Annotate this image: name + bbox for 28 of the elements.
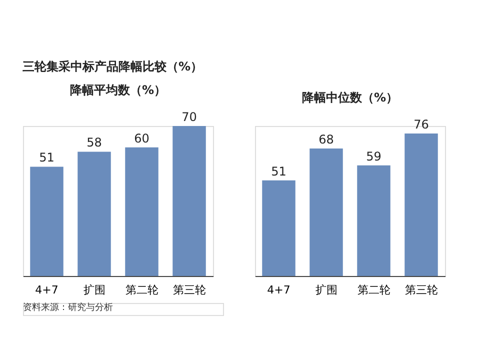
chart-title: 降幅平均数（%） (70, 83, 166, 97)
data-label: 70 (182, 110, 197, 124)
x-tick-label: 第三轮 (172, 284, 206, 296)
bar (310, 148, 343, 276)
x-tick-label: 第二轮 (357, 284, 390, 296)
data-label: 51 (271, 164, 286, 178)
data-label: 68 (318, 132, 334, 146)
x-tick-label: 第三轮 (404, 284, 438, 296)
x-tick-label: 第二轮 (125, 284, 158, 296)
data-label: 60 (134, 131, 150, 146)
bar (172, 126, 206, 276)
text: 资料来源：研究与分析 (23, 302, 113, 313)
x-tick-label: 4+7 (267, 284, 290, 296)
data-label: 59 (366, 149, 382, 164)
data-label: 51 (39, 150, 54, 165)
bar (125, 147, 158, 276)
x-tick-label: 扩围 (83, 284, 106, 296)
bar (357, 165, 390, 276)
x-tick-label: 4+7 (35, 284, 58, 296)
text: 三轮集采中标产品降幅比较（%） (22, 60, 203, 74)
data-label: 58 (86, 136, 102, 150)
bar (30, 166, 64, 276)
bar (78, 152, 111, 276)
bar (404, 134, 438, 276)
bar (262, 180, 296, 276)
x-tick-label: 扩围 (315, 284, 338, 296)
chart-title: 降幅中位数（%） (302, 90, 398, 104)
data-label: 76 (414, 118, 429, 132)
